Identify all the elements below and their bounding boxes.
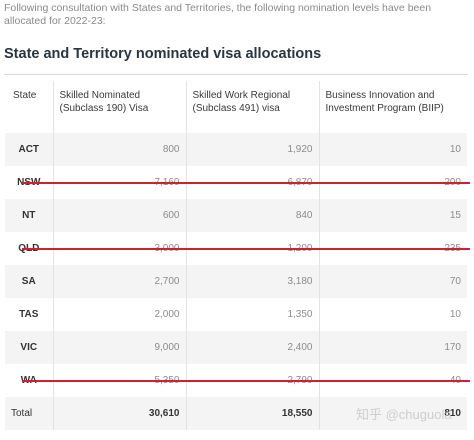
table-row: SA 2,700 3,180 70	[5, 265, 467, 298]
table-row: ACT 800 1,920 10	[5, 133, 467, 166]
divider	[4, 74, 468, 75]
header-state: State	[5, 81, 54, 133]
cell-biip: 70	[319, 265, 467, 298]
allocations-table: State Skilled Nominated (Subclass 190) V…	[5, 81, 467, 430]
cell-190: 9,000	[53, 331, 187, 364]
cell-state: TAS	[5, 298, 54, 331]
intro-text: Following consultation with States and T…	[4, 2, 432, 27]
cell-state: Total	[5, 397, 54, 430]
cell-biip: 10	[319, 133, 467, 166]
cell-state: NT	[5, 199, 54, 232]
cell-491: 2,400	[186, 331, 320, 364]
cell-491: 1,920	[186, 133, 320, 166]
cell-190: 600	[53, 199, 187, 232]
cell-biip: 810	[319, 397, 467, 430]
header-subclass-491: Skilled Work Regional (Subclass 491) vis…	[186, 81, 320, 133]
strikethrough-line	[22, 248, 470, 250]
cell-state: ACT	[5, 133, 54, 166]
cell-biip: 15	[319, 199, 467, 232]
cell-491: 3,180	[186, 265, 320, 298]
cell-491: 18,550	[186, 397, 320, 430]
cell-491: 1,350	[186, 298, 320, 331]
table-header-row: State Skilled Nominated (Subclass 190) V…	[5, 81, 467, 133]
strikethrough-line	[22, 380, 470, 382]
header-subclass-190: Skilled Nominated (Subclass 190) Visa	[53, 81, 187, 133]
cell-biip: 10	[319, 298, 467, 331]
table-row: NT 600 840 15	[5, 199, 467, 232]
cell-190: 2,000	[53, 298, 187, 331]
header-biip: Business Innovation and Investment Progr…	[319, 81, 467, 133]
cell-491: 840	[186, 199, 320, 232]
watermark: 知乎 @chuguola	[356, 407, 452, 422]
cell-190: 30,610	[53, 397, 187, 430]
cell-190: 800	[53, 133, 187, 166]
cell-state: VIC	[5, 331, 54, 364]
cell-190: 2,700	[53, 265, 187, 298]
table-row: VIC 9,000 2,400 170	[5, 331, 467, 364]
table-row: TAS 2,000 1,350 10	[5, 298, 467, 331]
cell-state: SA	[5, 265, 54, 298]
table-total-row: Total 30,610 18,550 810	[5, 397, 467, 430]
strikethrough-line	[22, 182, 470, 184]
cell-biip: 170	[319, 331, 467, 364]
page-title: State and Territory nominated visa alloc…	[4, 46, 322, 62]
